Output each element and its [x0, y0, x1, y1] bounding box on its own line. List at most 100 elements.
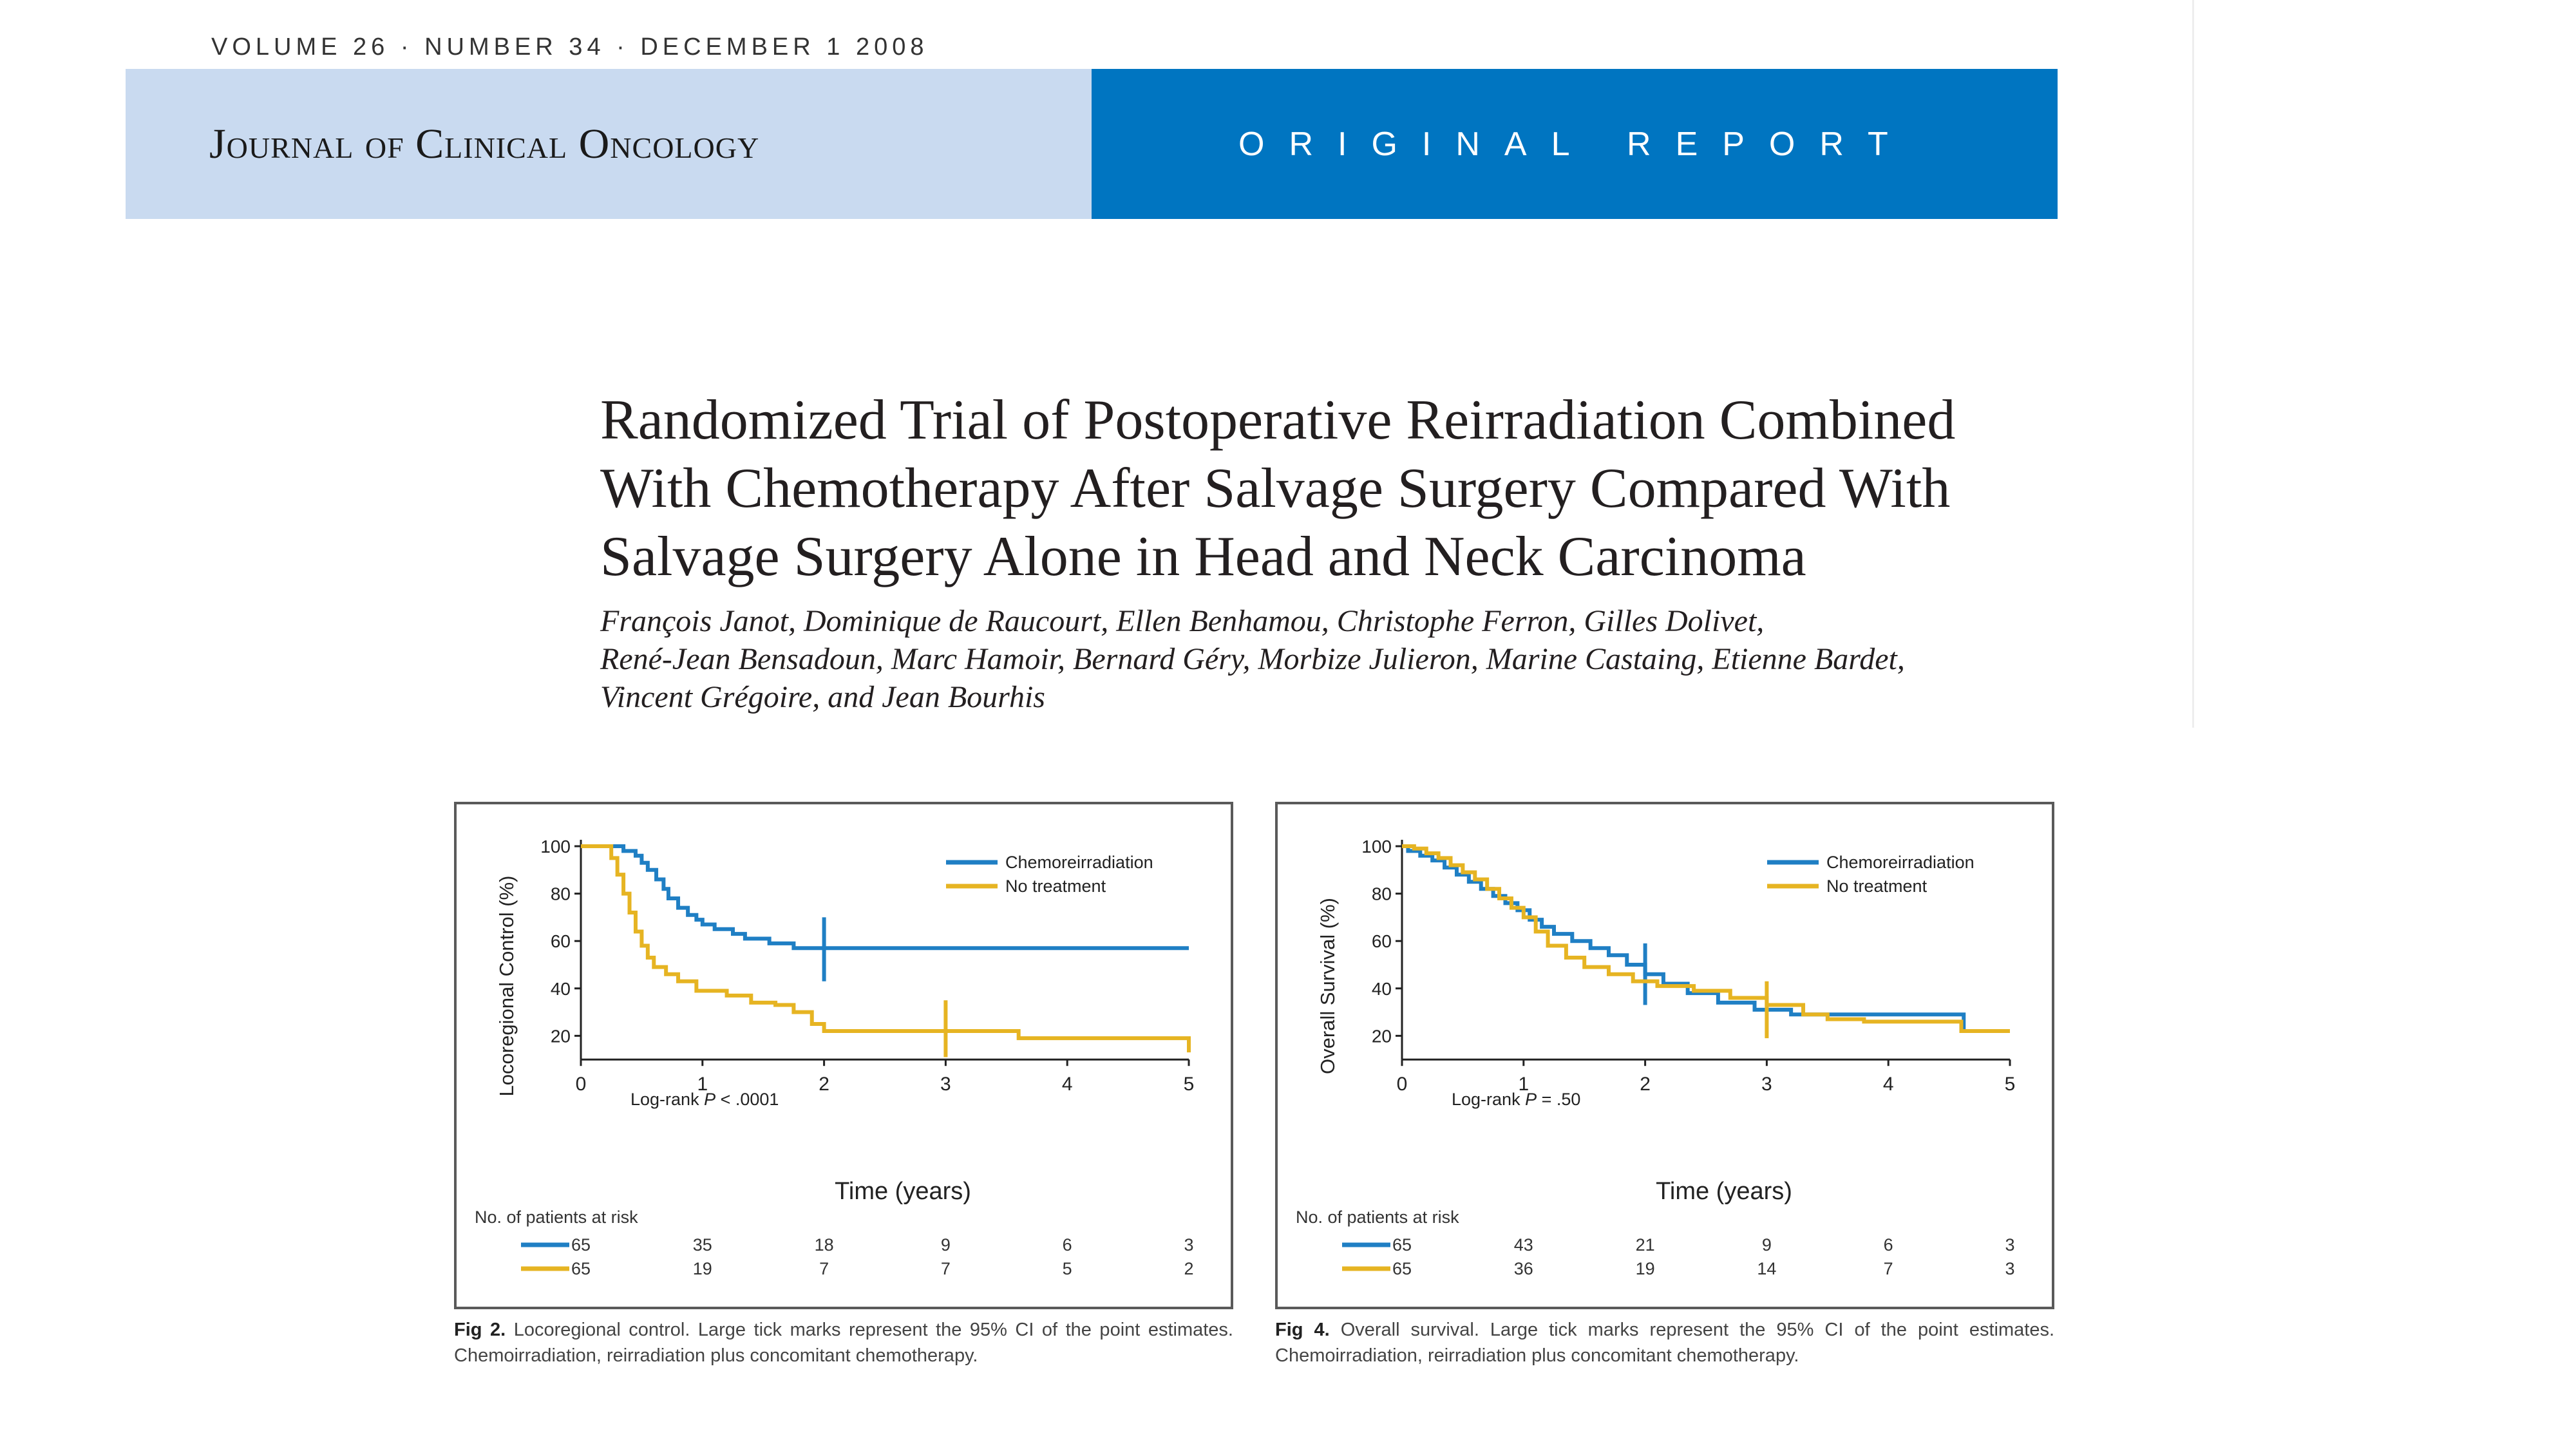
y-tick-label: 100 — [1361, 837, 1392, 857]
x-axis-label: Time (years) — [1656, 1178, 1792, 1205]
risk-count: 19 — [693, 1259, 712, 1278]
y-tick-label: 20 — [1372, 1026, 1392, 1046]
y-tick-label: 60 — [1372, 931, 1392, 951]
legend-label: Chemoreirradiation — [1826, 853, 1975, 872]
title-line: Randomized Trial of Postoperative Reirra… — [600, 389, 1956, 451]
x-tick-label: 5 — [2005, 1074, 2016, 1095]
y-tick-label: 40 — [1372, 979, 1392, 999]
y-tick-label: 80 — [1372, 884, 1392, 904]
log-rank-annotation: Log-rank P < .0001 — [630, 1090, 779, 1109]
km-curve-chemoreirradiation — [581, 844, 1189, 951]
km-curve-chemoreirradiation — [1402, 844, 2010, 1034]
author-line: Vincent Grégoire, and Jean Bourhis — [600, 680, 1045, 714]
x-tick-label: 3 — [940, 1074, 951, 1095]
x-axis-label: Time (years) — [835, 1178, 971, 1205]
log-rank-p: P — [704, 1090, 715, 1109]
figure-caption: Fig 2. Locoregional control. Large tick … — [454, 1317, 1233, 1368]
y-tick-label: 100 — [540, 837, 571, 857]
log-rank-prefix: Log-rank — [630, 1090, 704, 1109]
risk-count: 3 — [2005, 1259, 2014, 1278]
figure-overall-survival: 20 40 60 80 100 0 1 2 3 4 5 Chemoreirradiation No t… — [1275, 802, 2054, 1309]
caption-label: Fig 2. — [454, 1320, 506, 1340]
risk-count: 65 — [1392, 1259, 1412, 1278]
legend: Chemoreirradiation No treatment — [946, 853, 1153, 896]
author-line: François Janot, Dominique de Raucourt, E… — [600, 604, 1765, 638]
axes: 20 40 60 80 100 0 1 2 3 4 5 — [540, 837, 1194, 1095]
risk-count: 14 — [1757, 1259, 1776, 1278]
author-line: René-Jean Bensadoun, Marc Hamoir, Bernar… — [600, 642, 1905, 676]
y-tick-label: 20 — [551, 1026, 571, 1046]
km-plot-overall-survival: 20 40 60 80 100 0 1 2 3 4 5 Chemoreirradiation No t… — [1296, 837, 2015, 1278]
log-rank-p: P — [1525, 1090, 1537, 1109]
y-tick-label: 40 — [551, 979, 571, 999]
risk-count: 3 — [1184, 1235, 1193, 1255]
km-curves — [1402, 844, 2010, 1039]
x-tick-label: 0 — [1397, 1074, 1408, 1095]
risk-table-title: No. of patients at risk — [475, 1208, 638, 1227]
km-curve-no-treatment — [1402, 844, 2010, 1034]
legend: Chemoreirradiation No treatment — [1767, 853, 1975, 896]
risk-table: 65 35 18 9 6 3 65 19 7 7 5 2 — [521, 1235, 1194, 1278]
risk-count: 7 — [819, 1259, 829, 1278]
figure-caption: Fig 4. Overall survival. Large tick mark… — [1275, 1317, 2054, 1368]
journal-name: Journal of Clinical Oncology — [209, 120, 760, 167]
x-tick-label: 2 — [819, 1074, 829, 1095]
y-tick-label: 80 — [551, 884, 571, 904]
risk-count: 9 — [941, 1235, 951, 1255]
risk-count: 7 — [1884, 1259, 1893, 1278]
risk-count: 6 — [1063, 1235, 1072, 1255]
x-tick-label: 5 — [1184, 1074, 1195, 1095]
km-curves — [581, 844, 1191, 1057]
risk-count: 36 — [1514, 1259, 1533, 1278]
issue-line: VOLUME 26 · NUMBER 34 · DECEMBER 1 2008 — [211, 33, 929, 61]
x-tick-label: 4 — [1883, 1074, 1894, 1095]
legend-label: No treatment — [1826, 876, 1927, 896]
report-type-band: ORIGINAL REPORT — [1092, 69, 2058, 219]
y-tick-label: 60 — [551, 931, 571, 951]
risk-count: 5 — [1063, 1259, 1072, 1278]
author-list: François Janot, Dominique de Raucourt, E… — [600, 602, 2081, 716]
caption-text: Overall survival. Large tick marks repre… — [1275, 1320, 2055, 1366]
x-tick-label: 1 — [1518, 1074, 1529, 1095]
title-line: Salvage Surgery Alone in Head and Neck C… — [600, 526, 1806, 588]
risk-count: 18 — [815, 1235, 834, 1255]
risk-count: 7 — [941, 1259, 951, 1278]
risk-table-title: No. of patients at risk — [1296, 1208, 1459, 1227]
risk-count: 35 — [693, 1235, 712, 1255]
y-axis-label: Overall Survival (%) — [1316, 898, 1339, 1074]
report-type: ORIGINAL REPORT — [1238, 125, 1913, 163]
article-title: Randomized Trial of Postoperative Reirra… — [600, 386, 2081, 591]
figure-locoregional-control: 20 40 60 80 100 0 1 2 3 4 5 Chemoreirradiation No t… — [454, 802, 1233, 1309]
x-tick-label: 4 — [1062, 1074, 1073, 1095]
x-tick-label: 3 — [1761, 1074, 1772, 1095]
risk-count: 21 — [1636, 1235, 1655, 1255]
risk-count: 2 — [1184, 1259, 1193, 1278]
km-plot-locoregional: 20 40 60 80 100 0 1 2 3 4 5 Chemoreirradiation No t… — [475, 837, 1194, 1278]
legend-label: No treatment — [1005, 876, 1106, 896]
axes: 20 40 60 80 100 0 1 2 3 4 5 — [1361, 837, 2015, 1095]
risk-count: 65 — [1392, 1235, 1412, 1255]
risk-count: 65 — [571, 1259, 591, 1278]
x-tick-label: 2 — [1640, 1074, 1651, 1095]
risk-table: 65 43 21 9 6 3 65 36 19 14 7 3 — [1342, 1235, 2015, 1278]
journal-band: Journal of Clinical Oncology — [126, 69, 1092, 219]
caption-label: Fig 4. — [1275, 1320, 1330, 1340]
risk-count: 6 — [1884, 1235, 1893, 1255]
log-rank-value: = .50 — [1537, 1090, 1580, 1109]
page-edge-rule — [2192, 0, 2194, 728]
legend-label: Chemoreirradiation — [1005, 853, 1153, 872]
risk-count: 43 — [1514, 1235, 1533, 1255]
title-line: With Chemotherapy After Salvage Surgery … — [600, 457, 1951, 520]
caption-text: Locoregional control. Large tick marks r… — [454, 1320, 1233, 1366]
x-tick-label: 0 — [576, 1074, 587, 1095]
risk-count: 19 — [1636, 1259, 1655, 1278]
log-rank-annotation: Log-rank P = .50 — [1452, 1090, 1580, 1109]
x-tick-label: 1 — [697, 1074, 708, 1095]
risk-count: 9 — [1762, 1235, 1772, 1255]
risk-count: 3 — [2005, 1235, 2014, 1255]
log-rank-prefix: Log-rank — [1452, 1090, 1525, 1109]
log-rank-value: < .0001 — [715, 1090, 779, 1109]
risk-count: 65 — [571, 1235, 591, 1255]
km-curve-no-treatment — [581, 844, 1191, 1053]
y-axis-label: Locoregional Control (%) — [495, 876, 518, 1097]
